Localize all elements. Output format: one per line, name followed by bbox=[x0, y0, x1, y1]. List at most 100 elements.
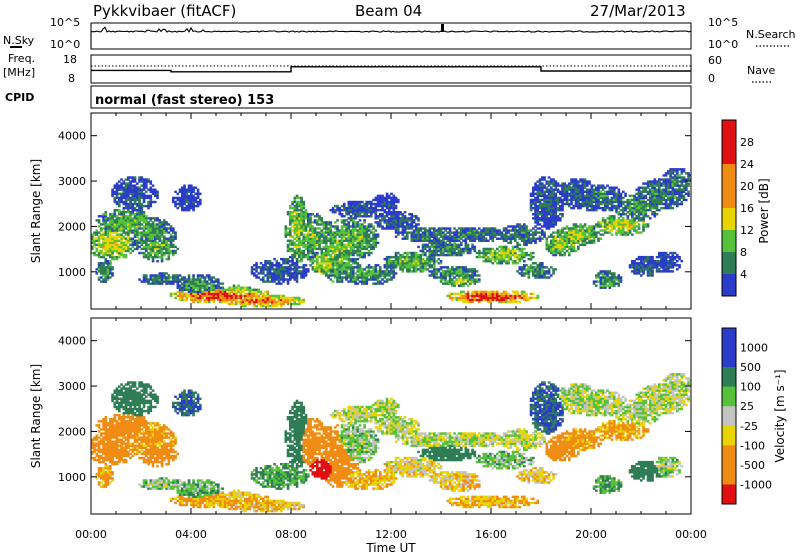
power-cell bbox=[228, 286, 231, 289]
power-cell bbox=[570, 249, 573, 253]
power-cell bbox=[572, 192, 576, 196]
power-cell bbox=[446, 274, 450, 277]
power-cell bbox=[331, 249, 335, 253]
power-cell bbox=[266, 262, 270, 265]
power-cell bbox=[352, 229, 355, 232]
power-cell bbox=[370, 245, 373, 249]
power-cell bbox=[183, 282, 186, 285]
power-cell bbox=[210, 276, 213, 279]
power-cell bbox=[390, 206, 393, 210]
power-cell bbox=[354, 243, 357, 247]
power-cell bbox=[259, 292, 263, 296]
power-cell bbox=[289, 235, 292, 238]
power-cell bbox=[97, 239, 101, 242]
power-cell bbox=[331, 251, 335, 255]
power-cell bbox=[192, 292, 195, 296]
power-cell bbox=[106, 272, 110, 275]
power-cell bbox=[349, 243, 353, 247]
power-cell bbox=[181, 292, 184, 296]
power-cell bbox=[104, 215, 108, 218]
power-cell bbox=[104, 219, 108, 222]
power-cell bbox=[181, 192, 184, 196]
power-cell bbox=[300, 217, 303, 220]
power-cell bbox=[302, 206, 306, 210]
power-cell bbox=[307, 270, 310, 273]
power-cell bbox=[174, 296, 177, 300]
power-cell bbox=[109, 227, 112, 230]
power-cell bbox=[302, 266, 306, 269]
power-cell bbox=[561, 200, 564, 204]
power-cell bbox=[293, 266, 297, 269]
power-cell bbox=[424, 253, 427, 257]
power-cell bbox=[235, 286, 238, 289]
power-cell bbox=[167, 280, 171, 283]
power-cell bbox=[352, 249, 355, 253]
power-cell bbox=[340, 268, 344, 271]
power-cell bbox=[343, 251, 346, 255]
power-cell bbox=[561, 208, 564, 212]
power-cell bbox=[426, 231, 429, 234]
power-cell bbox=[318, 255, 321, 259]
power-cell bbox=[505, 237, 508, 240]
power-cell bbox=[372, 268, 375, 271]
power-cell bbox=[329, 231, 333, 234]
power-cell bbox=[169, 239, 173, 242]
power-cell bbox=[417, 217, 420, 220]
power-cell bbox=[439, 272, 443, 275]
power-cell bbox=[394, 211, 398, 214]
power-cell bbox=[338, 247, 342, 251]
power-cell bbox=[374, 233, 378, 236]
power-cell bbox=[572, 223, 576, 226]
power-cell bbox=[316, 241, 319, 245]
power-cell bbox=[370, 208, 373, 212]
power-cell bbox=[523, 255, 526, 259]
nsearch-label: N.Search bbox=[746, 28, 796, 41]
power-cell bbox=[502, 290, 506, 294]
freq-ytick-bottom: 8 bbox=[68, 72, 75, 85]
power-cell bbox=[536, 231, 540, 234]
power-cell bbox=[529, 198, 533, 202]
power-cell bbox=[248, 290, 252, 294]
power-cell bbox=[138, 233, 141, 236]
power-cell bbox=[592, 241, 596, 245]
power-cell bbox=[563, 188, 567, 191]
power-cell bbox=[550, 211, 553, 214]
power-cell bbox=[338, 280, 342, 283]
power-cell bbox=[280, 294, 283, 298]
power-cell bbox=[444, 237, 447, 240]
power-cell bbox=[124, 241, 128, 245]
power-cell bbox=[178, 288, 182, 291]
power-cell bbox=[129, 239, 132, 242]
power-cell bbox=[129, 213, 132, 216]
power-cell bbox=[388, 270, 391, 273]
power-cell bbox=[439, 229, 443, 232]
power-cell bbox=[471, 233, 474, 236]
power-cell bbox=[514, 235, 517, 238]
power-cell bbox=[473, 292, 477, 296]
power-cell bbox=[471, 272, 474, 275]
power-cell bbox=[356, 211, 360, 214]
power-cell bbox=[250, 268, 254, 271]
power-cell bbox=[590, 235, 594, 238]
power-cell bbox=[374, 229, 378, 232]
power-cell bbox=[466, 300, 470, 304]
power-cell bbox=[226, 298, 229, 302]
power-cell bbox=[500, 245, 504, 249]
power-cell bbox=[462, 249, 465, 253]
power-cell bbox=[388, 213, 391, 216]
power-cell bbox=[205, 276, 209, 279]
power-cell bbox=[493, 227, 497, 230]
power-cell bbox=[352, 272, 355, 275]
power-cell bbox=[313, 215, 317, 218]
power-cell bbox=[120, 182, 123, 185]
power-cell bbox=[563, 237, 567, 240]
power-cell bbox=[111, 192, 114, 196]
power-cell bbox=[325, 274, 328, 277]
power-cell bbox=[138, 180, 141, 183]
power-cell bbox=[482, 298, 486, 302]
power-cell bbox=[307, 247, 310, 251]
power-cell bbox=[199, 294, 202, 298]
power-cell bbox=[442, 245, 445, 249]
power-cell bbox=[592, 194, 596, 198]
power-cell bbox=[322, 233, 326, 236]
